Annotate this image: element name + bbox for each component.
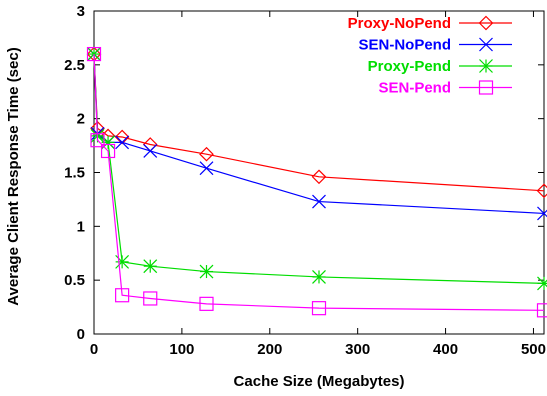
legend-marker-proxy-pend: [479, 59, 493, 73]
series-sen-pend: [86, 46, 547, 318]
legend-label-proxy-pend: Proxy-Pend: [368, 58, 451, 75]
data-point-sen-pend: [115, 288, 130, 303]
legend-entry-sen-pend: SEN-Pend: [378, 80, 512, 97]
y-tick-label: 2.5: [64, 57, 85, 74]
series-proxy-pend: [87, 47, 547, 291]
data-point-proxy-pend: [199, 264, 214, 279]
legend-marker-sen-nopend: [479, 37, 493, 52]
marker-stroke: [115, 135, 130, 150]
data-point-sen-pend: [86, 46, 102, 62]
data-point-proxy-nopend: [199, 146, 214, 162]
data-point-proxy-nopend: [114, 129, 130, 145]
series-line-sen-pend: [93, 54, 545, 311]
data-point-sen-nopend: [537, 206, 547, 221]
data-point-proxy-pend: [115, 254, 130, 269]
y-tick-label: 1.5: [64, 165, 85, 182]
x-tick-label: 0: [90, 341, 98, 358]
series-lines: [86, 46, 547, 318]
data-point-proxy-pend: [537, 276, 547, 291]
data-point-sen-pend: [90, 133, 105, 148]
data-point-sen-nopend: [312, 194, 326, 209]
data-point-sen-pend: [143, 291, 158, 306]
y-tick-label: 3: [77, 3, 85, 20]
marker-stroke: [537, 209, 547, 221]
plot-frame: [93, 10, 545, 335]
legend-entry-proxy-nopend: Proxy-NoPend: [348, 15, 512, 32]
legend-entry-sen-nopend: SEN-NoPend: [358, 37, 512, 54]
data-point-sen-nopend: [115, 135, 130, 150]
legend-entry-proxy-pend: Proxy-Pend: [368, 58, 512, 75]
legend: Proxy-NoPend SEN-NoPend Proxy-Pend SEN-Pend: [348, 15, 512, 97]
y-axis-title: Average Client Response Time (sec): [5, 47, 22, 305]
marker-stroke: [199, 161, 214, 176]
x-tick-label: 100: [169, 341, 194, 358]
data-point-sen-nopend: [199, 161, 214, 176]
data-point-sen-pend: [536, 303, 547, 318]
series-line-proxy-nopend: [93, 54, 545, 192]
y-tick-label: 2: [77, 111, 85, 128]
data-point-sen-pend: [199, 296, 214, 311]
x-tick-label: 400: [433, 341, 458, 358]
series-line-proxy-pend: [93, 54, 545, 284]
marker-stroke: [143, 144, 158, 158]
data-point-sen-pend: [311, 301, 327, 316]
y-tick-label: 1: [77, 218, 85, 235]
legend-marker-sen-pend: [478, 80, 494, 95]
x-tick-label: 200: [257, 341, 282, 358]
legend-marker-proxy-nopend: [478, 15, 494, 31]
data-point-proxy-nopend: [536, 183, 547, 199]
x-axis-title: Cache Size (Megabytes): [234, 373, 405, 390]
series-line-sen-nopend: [93, 54, 545, 215]
y-tick-label: 0: [77, 326, 85, 343]
series-sen-nopend: [87, 47, 547, 221]
x-tick-label: 300: [345, 341, 370, 358]
marker-stroke: [312, 194, 326, 209]
data-point-sen-pend: [100, 143, 116, 159]
marker-stroke: [479, 37, 493, 52]
series-proxy-nopend: [86, 46, 547, 199]
legend-label-proxy-nopend: Proxy-NoPend: [348, 15, 451, 32]
data-point-proxy-nopend: [311, 169, 327, 185]
legend-label-sen-pend: SEN-Pend: [378, 80, 451, 97]
data-point-sen-nopend: [143, 144, 158, 158]
legend-label-sen-nopend: SEN-NoPend: [358, 37, 451, 54]
y-tick-label: 0.5: [64, 272, 85, 289]
data-point-proxy-pend: [143, 259, 158, 274]
axes: 0 100 200 300 400 500 0 0.5 1 1.5 2 2.5 3: [64, 3, 546, 358]
x-tick-label: 500: [521, 341, 546, 358]
data-point-proxy-pend: [312, 270, 326, 284]
